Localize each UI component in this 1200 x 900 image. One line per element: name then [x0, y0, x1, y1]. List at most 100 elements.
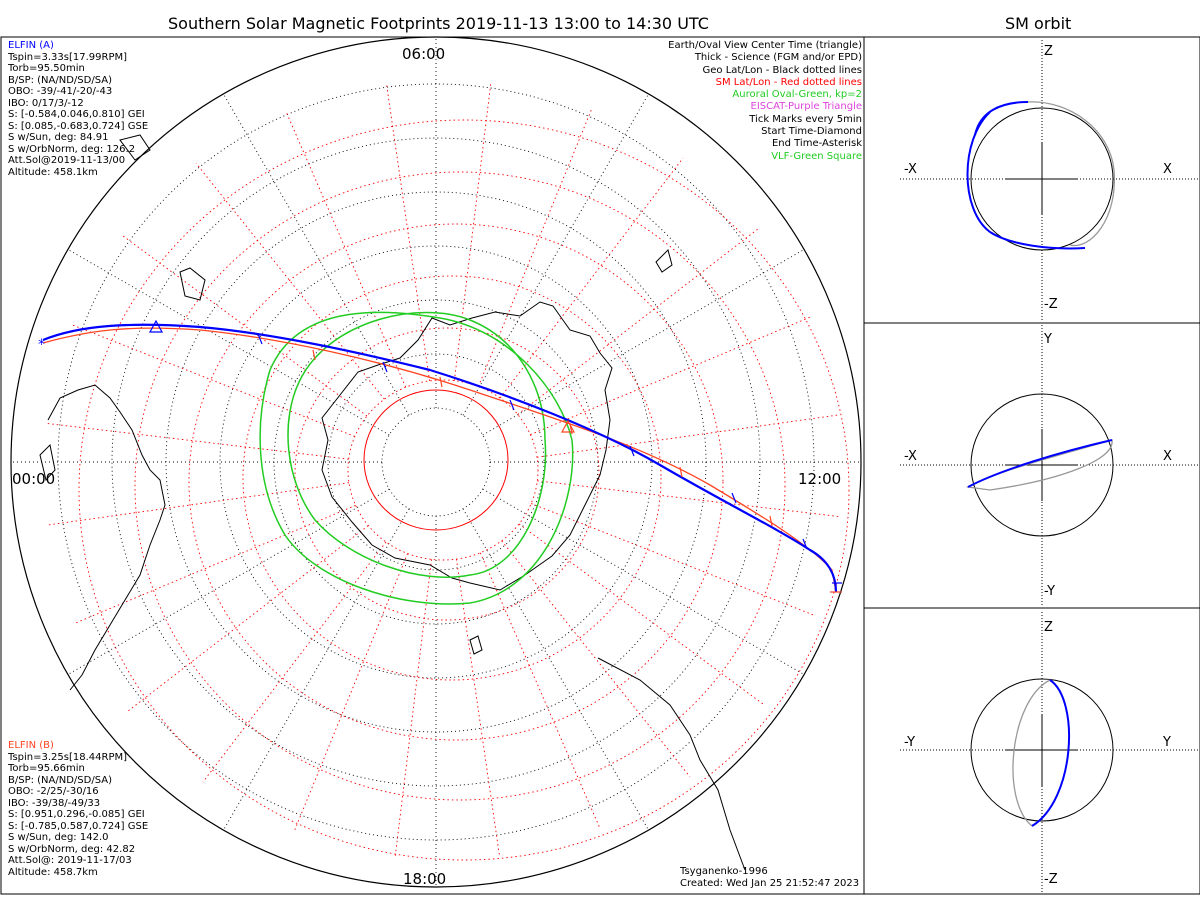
- limb-island-3: [469, 635, 483, 655]
- elfin-b-line: Att.Sol@: 2019-11-17/03: [8, 855, 132, 866]
- elfin-a-line: Altitude: 458.1km: [8, 166, 98, 178]
- sm-meridian: [46, 482, 350, 526]
- sm-meridian: [530, 316, 812, 436]
- orbit-panel-frame: [863, 36, 1200, 895]
- elfin-b-line: Tspin=3.25s[18.44RPM]: [8, 751, 128, 763]
- africa-coast: [597, 657, 746, 871]
- time-label-top: 06:00: [402, 45, 446, 63]
- geo-meridian: [223, 93, 410, 416]
- sm-meridian: [537, 480, 841, 518]
- legend-item: Auroral Oval-Green, kp=2: [732, 89, 862, 101]
- elfin-b-view-triangle: [560, 419, 576, 433]
- orbit-panel-yz: [900, 612, 1200, 892]
- sm-meridian: [45, 422, 349, 460]
- limb-island-2: [655, 249, 673, 273]
- sm-meridian: [122, 235, 368, 417]
- panel1-right-label: X: [1163, 162, 1172, 177]
- geo-meridian: [462, 93, 649, 416]
- sm-meridian: [74, 504, 356, 624]
- sm-meridian: [394, 559, 433, 858]
- sm-meridian: [455, 559, 500, 857]
- geo-grid: [11, 37, 861, 887]
- orbit-a-xy: [967, 439, 1113, 488]
- coastlines: [39, 134, 746, 871]
- elfin-a-end-asterisk: *: [38, 337, 45, 353]
- elfin-b-line: S: [0.951,0.296,-0.085] GEI: [8, 809, 145, 820]
- panel1-bottom-label: -Z: [1044, 297, 1058, 312]
- elfin-b-line: S w/Sun, deg: 142.0: [8, 832, 109, 843]
- orbit-panel-xz: [900, 40, 1200, 320]
- elfin-b-line: IBO: -39/38/-49/33: [8, 797, 101, 809]
- sm-meridian: [386, 83, 431, 381]
- panel2-left-label: -X: [904, 449, 917, 464]
- elfin-a-line: S: [0.085,-0.683,0.724] GSE: [8, 120, 149, 132]
- orbit-title: SM orbit: [1005, 14, 1072, 33]
- elfin-b-ticks: [312, 349, 842, 593]
- sm-meridian: [536, 414, 840, 458]
- orbit-a-xz: [966, 111, 1086, 250]
- elfin-b-line: S w/OrbNorm, deg: 42.82: [8, 843, 136, 855]
- geo-meridian: [223, 508, 410, 831]
- sm-meridian: [128, 525, 369, 712]
- elfin-a-view-triangle: [148, 319, 164, 333]
- sm-meridian: [501, 540, 691, 778]
- sm-meridian: [499, 157, 684, 399]
- elfin-a-track: [42, 323, 838, 593]
- elfin-a-info: ELFIN (A) Tspin=3.33s[17.99RPM] Torb=95.…: [8, 40, 148, 178]
- elfin-a-line: IBO: 0/17/3/-12: [8, 97, 84, 109]
- legend-item: Start Time-Diamond: [761, 126, 862, 138]
- earth-circle-xy: [970, 393, 1114, 537]
- panel3-top-label: Z: [1044, 620, 1053, 635]
- elfin-a-line: Tspin=3.33s[17.99RPM]: [8, 51, 128, 63]
- australia-island: [179, 267, 206, 301]
- panel1-left-label: -X: [904, 162, 917, 177]
- credit: Tsyganenko-1996 Created: Wed Jan 25 21:5…: [680, 866, 859, 889]
- antarctica-coast: [321, 301, 613, 591]
- elfin-a-ticks: [257, 333, 842, 584]
- elfin-a-line: S w/OrbNorm, deg: 126.2: [8, 143, 136, 155]
- panel1-top-label: Z: [1044, 44, 1053, 59]
- credit-author: Tsyganenko-1996: [680, 866, 768, 877]
- new-zealand-island: [119, 134, 151, 161]
- sm-meridian: [518, 523, 764, 705]
- sm-meridian: [195, 162, 385, 400]
- panel2-bottom-label: -Y: [1044, 584, 1056, 599]
- sm-meridian: [479, 552, 601, 829]
- orbit-b-xz: [1027, 101, 1115, 247]
- sm-meridian: [202, 541, 387, 783]
- sm-meridian: [285, 111, 407, 388]
- elfin-a-line: S w/Sun, deg: 84.91: [8, 132, 109, 143]
- legend-item: SM Lat/Lon - Red dotted lines: [715, 76, 862, 88]
- panel3-bottom-label: -Z: [1044, 872, 1058, 887]
- sm-grid: [45, 82, 850, 861]
- panel2-right-label: X: [1163, 449, 1172, 464]
- legend-item: Earth/Oval View Center Time (triangle): [668, 40, 862, 51]
- elfin-a-line: S: [-0.584,0.046,0.810] GEI: [8, 109, 145, 120]
- elfin-b-line: Torb=95.66min: [8, 763, 85, 774]
- sm-meridian: [293, 553, 409, 833]
- time-label-bottom: 18:00: [403, 870, 447, 888]
- panel3-left-label: -Y: [904, 735, 916, 750]
- legend-item: EISCAT-Purple Triangle: [750, 101, 863, 113]
- sm-meridian: [530, 503, 815, 616]
- geo-meridian: [482, 249, 805, 436]
- elfin-a-line: B/SP: (NA/ND/SD/SA): [8, 74, 112, 86]
- elfin-b-line: S: [-0.785,0.587,0.724] GSE: [8, 820, 149, 832]
- figure-title: Southern Solar Magnetic Footprints 2019-…: [168, 14, 709, 33]
- elfin-b-track: [42, 327, 837, 593]
- earth-circle-yz: [970, 678, 1114, 822]
- elfin-a-line: Torb=95.50min: [8, 63, 85, 74]
- elfin-a-line: Att.Sol@2019-11-13/00: [8, 155, 126, 166]
- sm-meridian: [477, 107, 593, 387]
- sm-pole-circle: [363, 389, 509, 531]
- sm-meridian: [71, 324, 356, 437]
- time-label-right: 12:00: [798, 470, 842, 488]
- elfin-b-line: OBO: -2/25/-30/16: [8, 786, 99, 797]
- earth-limb: [10, 36, 862, 888]
- south-america-coast: [47, 384, 166, 691]
- elfin-b-name: ELFIN (B): [8, 740, 54, 751]
- auroral-oval-inner: [287, 311, 547, 578]
- time-label-left: 00:00: [12, 470, 56, 488]
- elfin-b-line: Altitude: 458.7km: [8, 866, 98, 878]
